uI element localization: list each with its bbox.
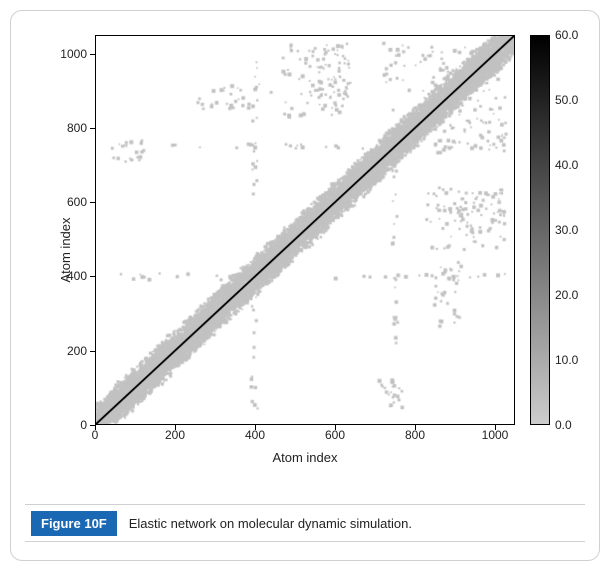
plot-area: [95, 35, 515, 425]
x-tick-label: 1000: [482, 428, 509, 442]
colorbar-tick-label: 40.0: [555, 158, 578, 172]
y-tick-label: 400: [47, 269, 87, 283]
x-tick-label: 400: [245, 428, 265, 442]
y-tick-label: 200: [47, 344, 87, 358]
colorbar: [530, 35, 550, 425]
x-tick-label: 0: [92, 428, 99, 442]
y-tick-mark: [90, 276, 95, 277]
y-tick-label: 1000: [47, 47, 87, 61]
colorbar-tick-label: 30.0: [555, 223, 578, 237]
chart-region: Atom index 0 200 400 600 800 1000 0 200 400 600 8…: [25, 25, 585, 475]
y-tick-mark: [90, 128, 95, 129]
x-axis-label: Atom index: [95, 450, 515, 465]
y-tick-label: 600: [47, 195, 87, 209]
y-tick-label: 0: [47, 418, 87, 432]
colorbar-tick-label: 50.0: [555, 93, 578, 107]
x-tick-label: 600: [325, 428, 345, 442]
colorbar-gradient: [530, 35, 550, 425]
x-tick-label: 800: [405, 428, 425, 442]
figure-caption: Elastic network on molecular dynamic sim…: [129, 516, 412, 531]
x-tick-label: 200: [165, 428, 185, 442]
colorbar-tick-label: 20.0: [555, 288, 578, 302]
y-tick-mark: [90, 54, 95, 55]
heatmap-canvas: [96, 36, 514, 424]
colorbar-tick-label: 10.0: [555, 353, 578, 367]
colorbar-tick-label: 60.0: [555, 28, 578, 42]
y-tick-mark: [90, 425, 95, 426]
caption-bar: Figure 10F Elastic network on molecular …: [25, 504, 585, 542]
y-tick-mark: [90, 202, 95, 203]
figure-frame: Atom index 0 200 400 600 800 1000 0 200 400 600 8…: [10, 10, 600, 561]
colorbar-tick-label: 0.0: [555, 418, 572, 432]
y-tick-mark: [90, 351, 95, 352]
y-tick-label: 800: [47, 121, 87, 135]
figure-badge: Figure 10F: [31, 511, 117, 536]
